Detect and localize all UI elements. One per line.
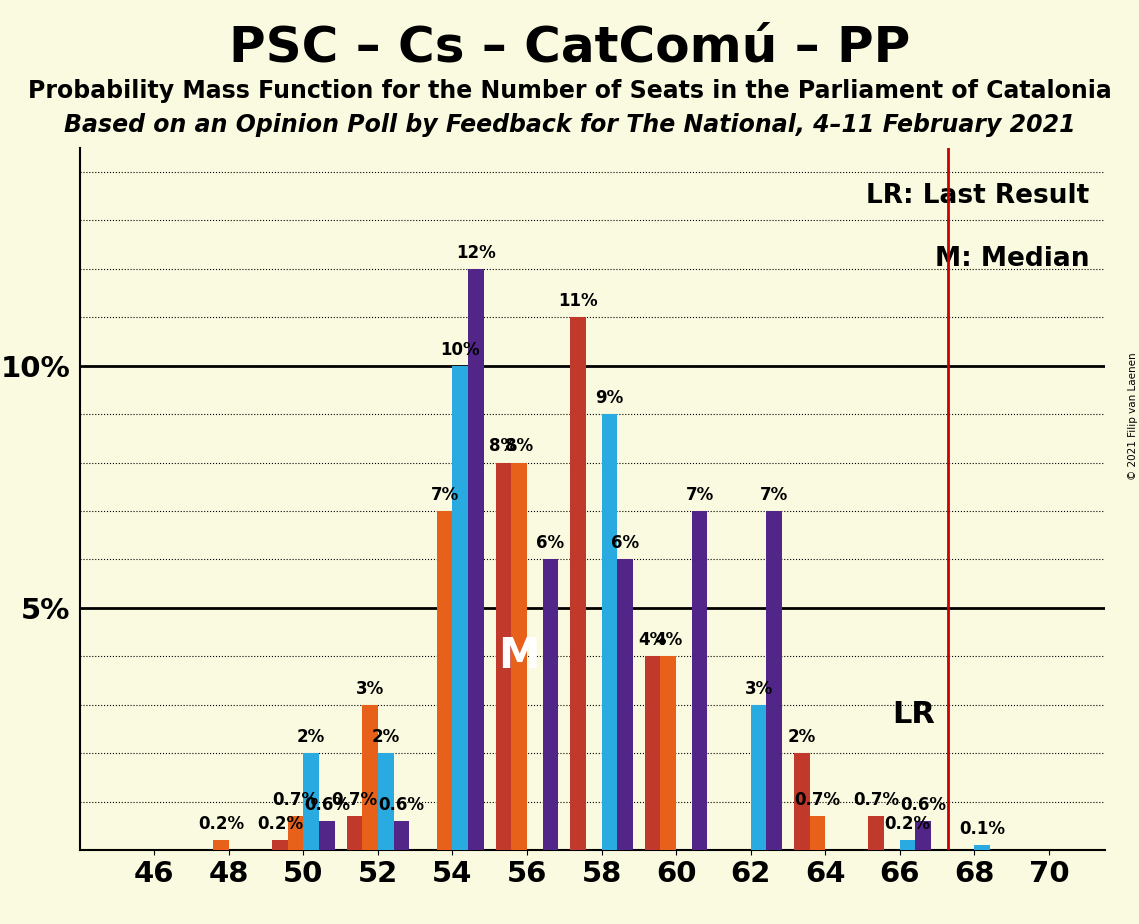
Bar xyxy=(571,317,585,850)
Bar xyxy=(495,463,511,850)
Text: 0.6%: 0.6% xyxy=(378,796,425,814)
Text: 12%: 12% xyxy=(456,244,495,261)
Text: 7%: 7% xyxy=(431,486,459,504)
Text: 10%: 10% xyxy=(441,341,481,359)
Bar xyxy=(542,560,558,850)
Bar xyxy=(767,511,782,850)
Bar xyxy=(691,511,707,850)
Bar xyxy=(645,656,661,850)
Bar xyxy=(617,560,633,850)
Text: Probability Mass Function for the Number of Seats in the Parliament of Catalonia: Probability Mass Function for the Number… xyxy=(27,79,1112,103)
Text: 2%: 2% xyxy=(788,728,816,746)
Text: 8%: 8% xyxy=(506,437,533,456)
Text: LR: Last Result: LR: Last Result xyxy=(866,183,1089,209)
Text: 0.6%: 0.6% xyxy=(900,796,947,814)
Bar xyxy=(810,816,826,850)
Bar xyxy=(869,816,884,850)
Bar xyxy=(452,366,468,850)
Text: 0.1%: 0.1% xyxy=(959,820,1006,838)
Bar xyxy=(346,816,362,850)
Bar xyxy=(378,753,394,850)
Text: 6%: 6% xyxy=(611,534,639,553)
Text: M: Median: M: Median xyxy=(935,246,1089,273)
Text: 3%: 3% xyxy=(357,679,384,698)
Bar xyxy=(900,841,916,850)
Bar xyxy=(288,816,303,850)
Text: 0.7%: 0.7% xyxy=(794,791,841,808)
Bar xyxy=(511,463,527,850)
Text: Based on an Opinion Poll by Feedback for The National, 4–11 February 2021: Based on an Opinion Poll by Feedback for… xyxy=(64,113,1075,137)
Bar xyxy=(362,705,378,850)
Text: 0.6%: 0.6% xyxy=(304,796,350,814)
Text: LR: LR xyxy=(892,700,935,729)
Bar xyxy=(661,656,677,850)
Bar xyxy=(272,841,288,850)
Text: 11%: 11% xyxy=(558,292,598,310)
Text: © 2021 Filip van Laenen: © 2021 Filip van Laenen xyxy=(1129,352,1138,480)
Bar xyxy=(916,821,931,850)
Bar xyxy=(974,845,990,850)
Bar xyxy=(468,269,484,850)
Text: 3%: 3% xyxy=(745,679,772,698)
Text: M: M xyxy=(499,636,540,677)
Text: 0.7%: 0.7% xyxy=(272,791,319,808)
Text: 2%: 2% xyxy=(371,728,400,746)
Text: 8%: 8% xyxy=(490,437,517,456)
Bar xyxy=(751,705,767,850)
Text: 0.2%: 0.2% xyxy=(256,815,303,833)
Text: 2%: 2% xyxy=(297,728,326,746)
Text: 7%: 7% xyxy=(686,486,714,504)
Bar xyxy=(601,414,617,850)
Text: 7%: 7% xyxy=(760,486,788,504)
Text: 0.2%: 0.2% xyxy=(198,815,244,833)
Text: 6%: 6% xyxy=(536,534,565,553)
Text: 0.7%: 0.7% xyxy=(853,791,900,808)
Text: PSC – Cs – CatComú – PP: PSC – Cs – CatComú – PP xyxy=(229,23,910,71)
Bar xyxy=(303,753,319,850)
Bar xyxy=(394,821,409,850)
Text: 0.7%: 0.7% xyxy=(331,791,377,808)
Text: 4%: 4% xyxy=(654,631,682,649)
Text: 0.2%: 0.2% xyxy=(885,815,931,833)
Text: 9%: 9% xyxy=(596,389,623,407)
Bar xyxy=(213,841,229,850)
Bar xyxy=(437,511,452,850)
Bar xyxy=(319,821,335,850)
Bar xyxy=(794,753,810,850)
Text: 4%: 4% xyxy=(639,631,666,649)
